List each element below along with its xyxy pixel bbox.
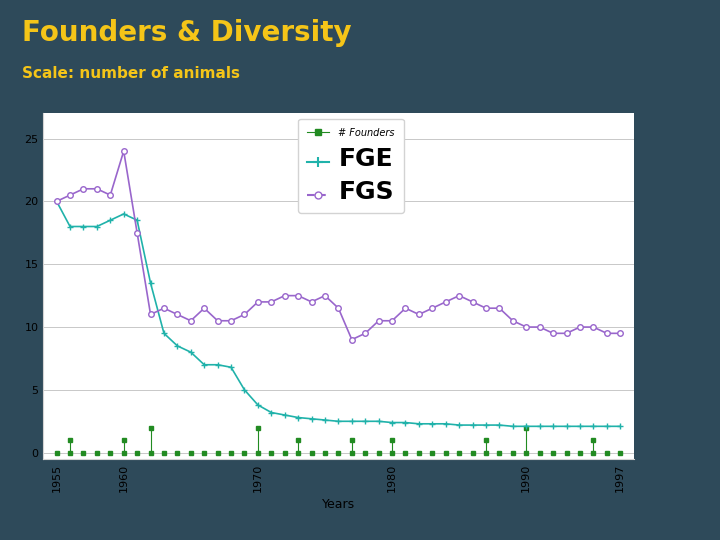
Text: Scale: number of animals: Scale: number of animals <box>22 66 240 81</box>
Text: Founders & Diversity: Founders & Diversity <box>22 19 351 48</box>
X-axis label: Years: Years <box>322 498 355 511</box>
Legend: # Founders, FGE, FGS: # Founders, FGE, FGS <box>298 119 404 213</box>
